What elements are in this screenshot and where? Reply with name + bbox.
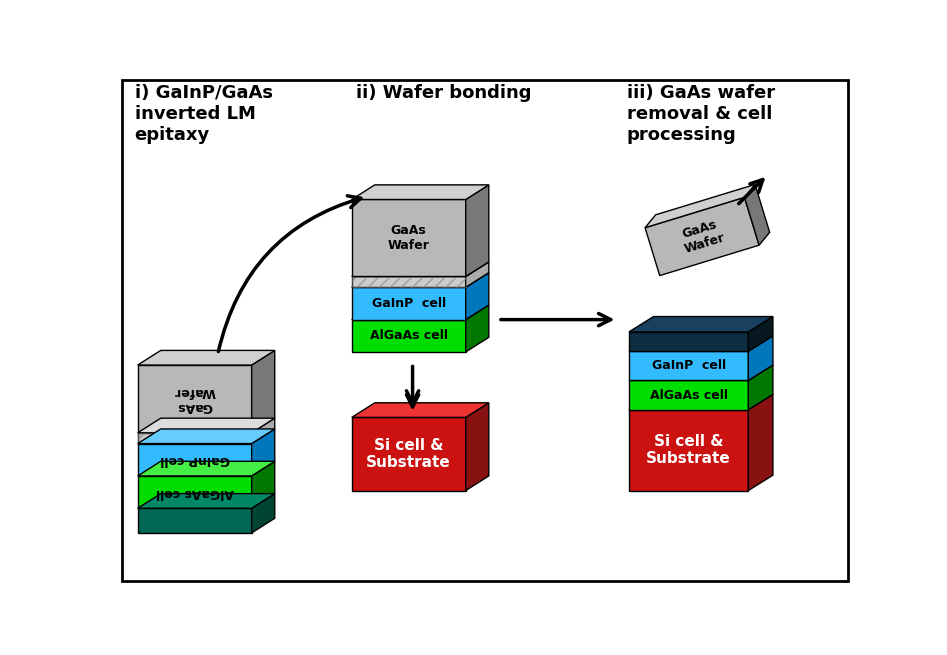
Polygon shape [748,336,773,381]
Polygon shape [252,418,275,443]
Polygon shape [137,418,275,433]
Polygon shape [629,316,773,332]
Polygon shape [252,350,275,433]
Polygon shape [351,262,489,276]
Text: Si cell &
Substrate: Si cell & Substrate [366,438,451,470]
Text: AlGaAs cell: AlGaAs cell [369,329,448,343]
Polygon shape [137,429,275,443]
Polygon shape [252,461,275,508]
Polygon shape [629,409,748,491]
Polygon shape [137,443,252,476]
Polygon shape [629,394,773,409]
Polygon shape [137,350,275,365]
Polygon shape [629,336,773,351]
Polygon shape [466,272,489,320]
Text: iii) GaAs wafer
removal & cell
processing: iii) GaAs wafer removal & cell processin… [627,84,775,143]
Polygon shape [137,508,252,533]
Polygon shape [137,494,275,508]
Polygon shape [351,403,489,417]
Polygon shape [351,272,489,288]
Polygon shape [351,185,489,200]
Polygon shape [351,276,466,288]
Text: i) GaInP/GaAs
inverted LM
epitaxy: i) GaInP/GaAs inverted LM epitaxy [134,84,273,143]
Text: GaAs
Wafer: GaAs Wafer [387,224,430,252]
Polygon shape [466,305,489,352]
Polygon shape [137,461,275,476]
Polygon shape [629,365,773,381]
Polygon shape [252,494,275,533]
Polygon shape [748,394,773,491]
Text: GaAs
Wafer: GaAs Wafer [173,385,216,413]
Text: GaInP  cell: GaInP cell [652,360,725,372]
Polygon shape [629,381,748,409]
Text: GaInP  cell: GaInP cell [371,297,446,310]
Polygon shape [351,320,466,352]
Polygon shape [629,332,748,351]
Polygon shape [645,197,759,276]
Polygon shape [351,200,466,276]
Text: GaInP cell: GaInP cell [160,453,229,466]
Polygon shape [137,476,252,508]
Text: AlGaAs cell: AlGaAs cell [155,485,234,498]
Polygon shape [744,185,770,245]
Polygon shape [645,185,755,228]
Text: AlGaAs cell: AlGaAs cell [650,388,727,402]
Polygon shape [351,288,466,320]
Polygon shape [252,429,275,476]
Polygon shape [629,351,748,381]
Polygon shape [466,185,489,276]
Polygon shape [351,417,466,491]
Polygon shape [466,262,489,288]
Text: Si cell &
Substrate: Si cell & Substrate [646,434,731,466]
Polygon shape [466,403,489,491]
Polygon shape [137,365,252,433]
Polygon shape [748,365,773,409]
Polygon shape [137,433,252,443]
Text: ii) Wafer bonding: ii) Wafer bonding [355,84,531,102]
Text: GaAs
Wafer: GaAs Wafer [678,217,726,256]
Polygon shape [351,305,489,320]
Polygon shape [748,316,773,351]
